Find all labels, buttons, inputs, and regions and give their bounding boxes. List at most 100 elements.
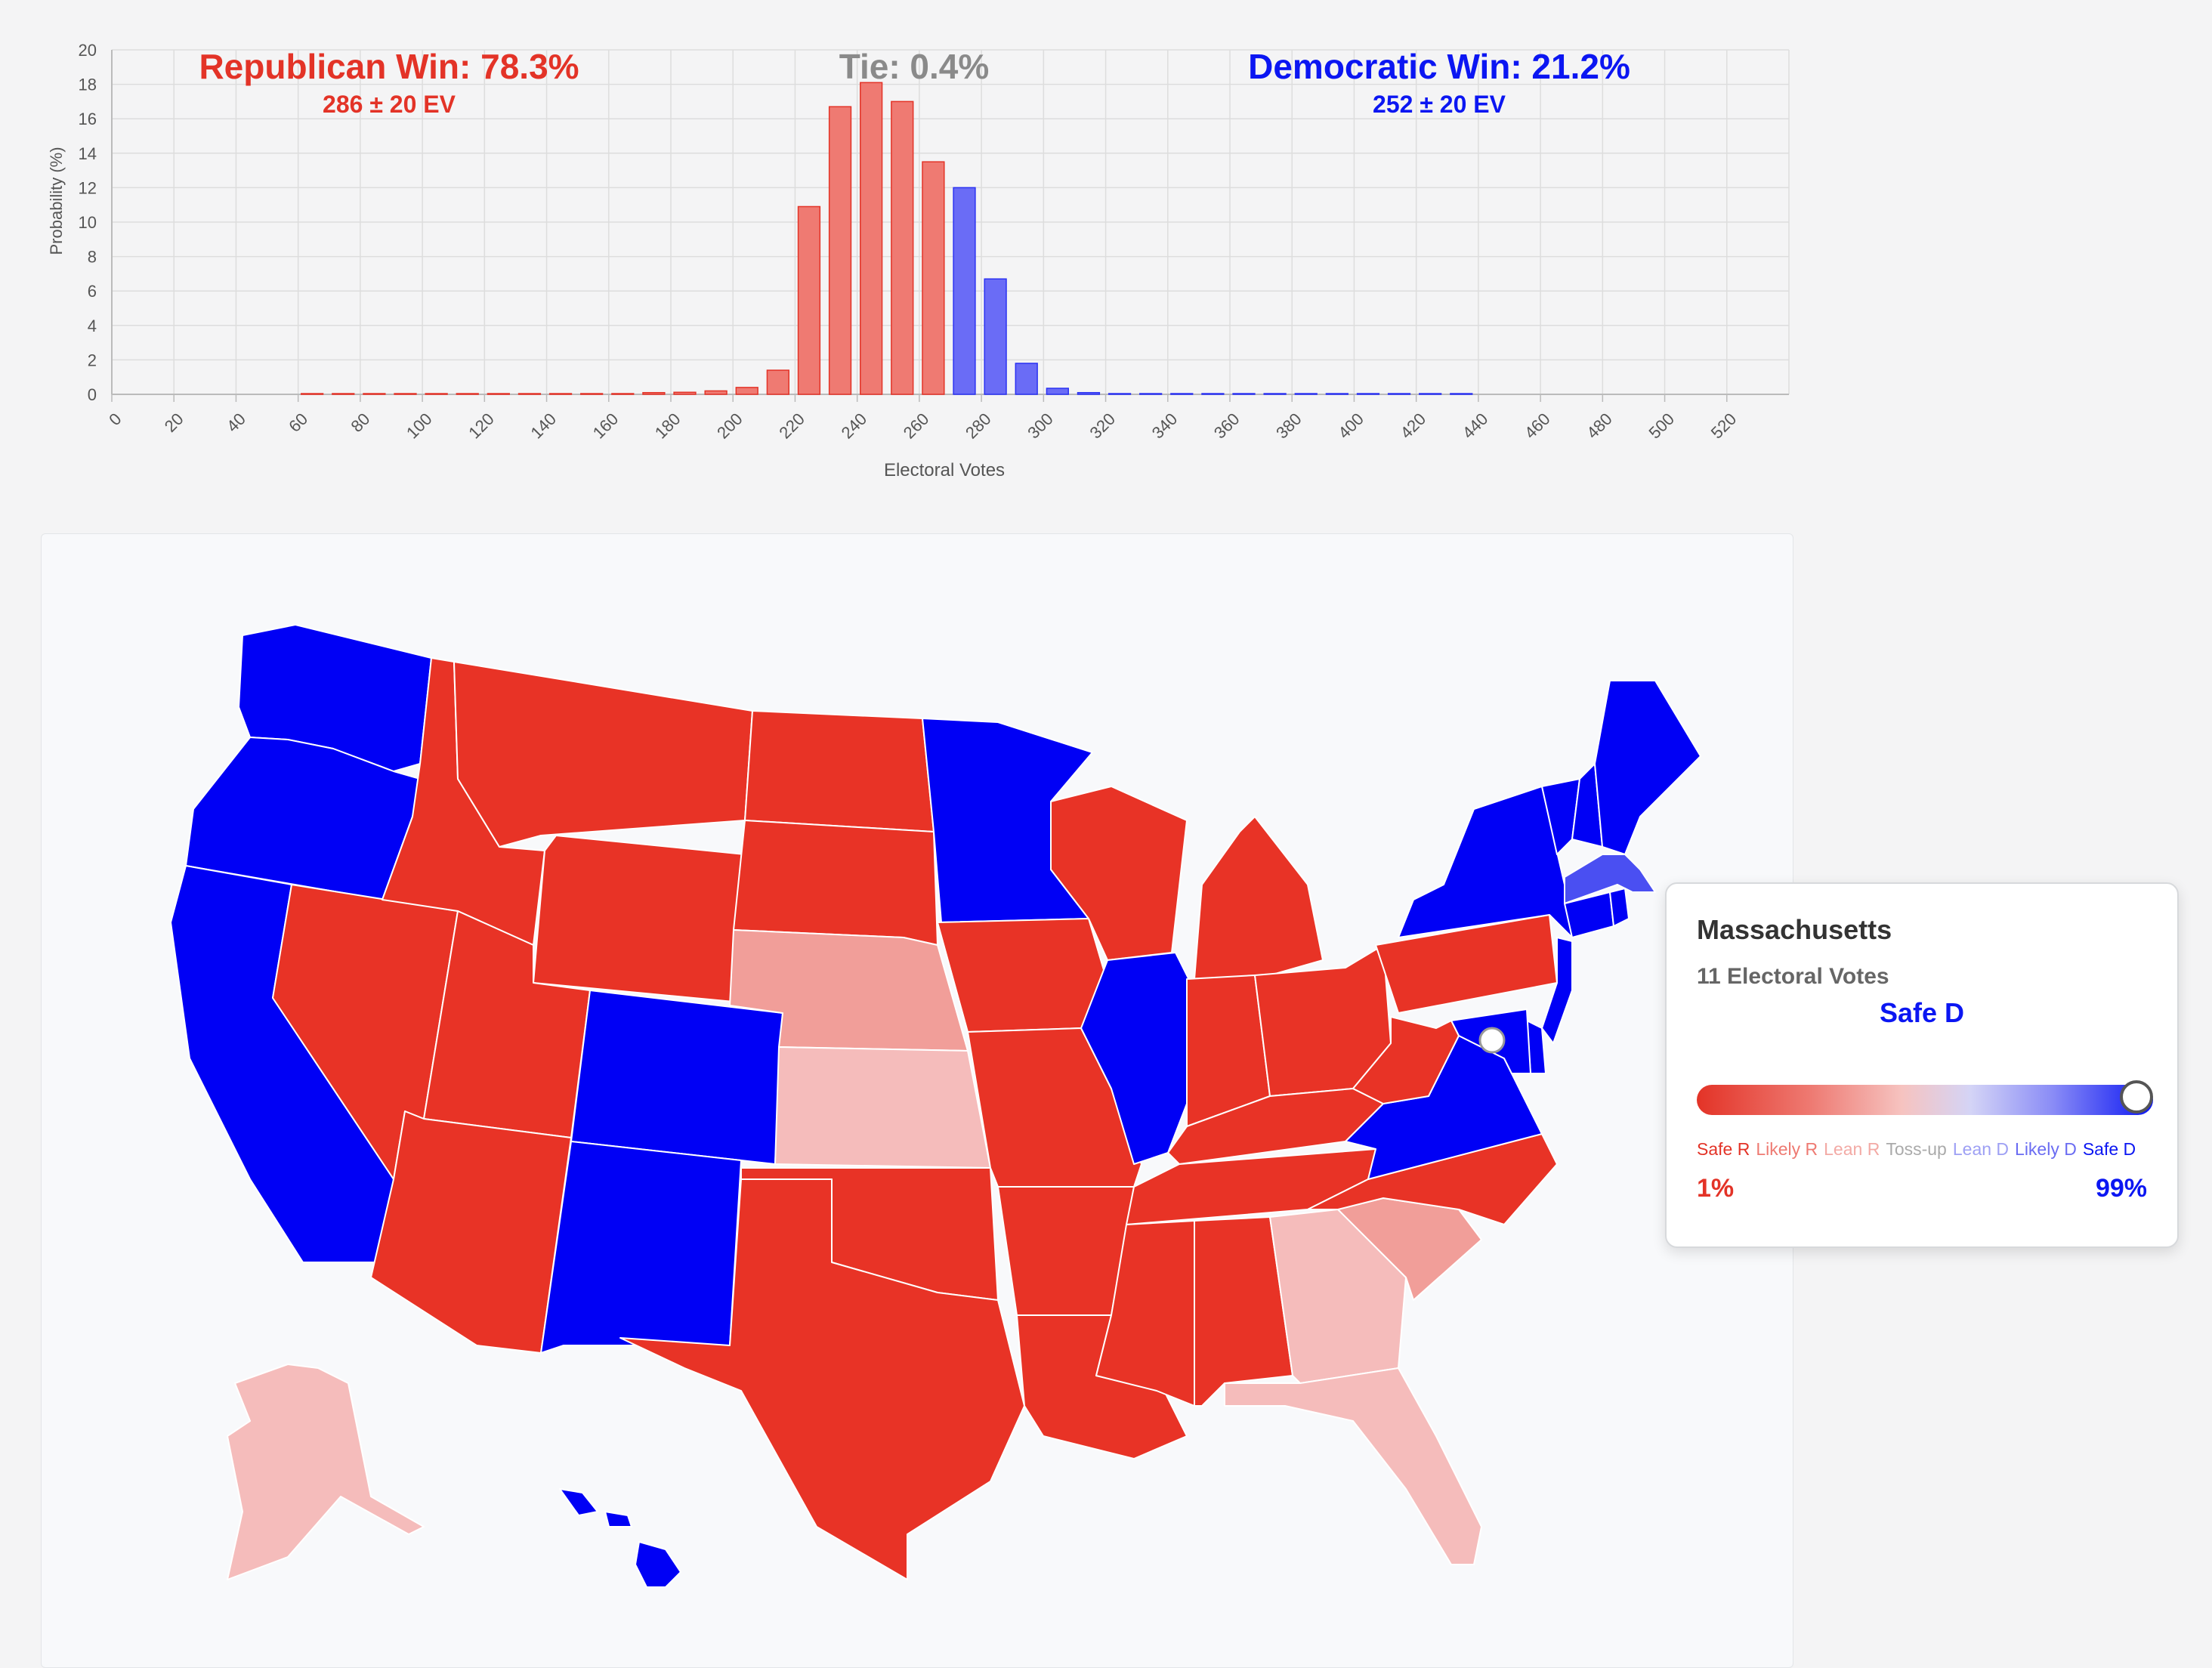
x-tick-label: 440 <box>1459 409 1492 443</box>
scale-label: Likely D <box>2015 1139 2077 1159</box>
tooltip-state-name: Massachusetts <box>1697 914 1892 945</box>
y-tick-label: 4 <box>88 317 97 335</box>
state-HI-3[interactable] <box>604 1511 632 1527</box>
state-SD[interactable] <box>733 820 938 946</box>
scale-label: Safe D <box>2082 1139 2136 1159</box>
x-tick-label: 20 <box>161 409 187 436</box>
x-tick-label: 0 <box>105 409 125 429</box>
scale-label: Safe R <box>1697 1139 1750 1159</box>
x-tick-label: 40 <box>223 409 249 436</box>
y-tick-label: 6 <box>88 282 97 301</box>
histogram-bar <box>1046 388 1069 395</box>
tie-probability: Tie: 0.4% <box>839 47 990 86</box>
y-tick-label: 18 <box>79 76 97 94</box>
x-tick-label: 200 <box>713 409 746 443</box>
y-tick-label: 0 <box>88 385 97 404</box>
tooltip-electoral-votes: 11 Electoral Votes <box>1697 964 1889 989</box>
scale-label: Lean D <box>1952 1139 2010 1159</box>
histogram-bar <box>735 387 758 395</box>
x-tick-label: 400 <box>1334 409 1367 443</box>
histogram-bar <box>1077 391 1101 395</box>
state-RI[interactable] <box>1609 888 1630 927</box>
state-HI-2[interactable] <box>559 1488 598 1516</box>
scale-label: Likely R <box>1756 1139 1818 1159</box>
y-tick-label: 10 <box>79 213 97 232</box>
x-tick-label: 520 <box>1707 409 1741 443</box>
rating-gradient-bar <box>1697 1080 2153 1115</box>
state-IA[interactable] <box>937 918 1108 1033</box>
x-tick-label: 380 <box>1272 409 1305 443</box>
x-axis-title: Electoral Votes <box>884 460 1005 480</box>
state-HI[interactable] <box>635 1541 681 1588</box>
y-tick-label: 20 <box>79 41 97 60</box>
y-tick-label: 14 <box>79 144 97 163</box>
democratic-summary: Democratic Win: 21.2% 252 ± 20 EV <box>1224 47 1654 119</box>
state-NY[interactable] <box>1398 786 1573 938</box>
state-KS[interactable] <box>774 1046 991 1169</box>
state-AK[interactable] <box>227 1364 425 1580</box>
democratic-win-probability: Democratic Win: 21.2% <box>1248 47 1630 86</box>
x-tick-label: 500 <box>1645 409 1678 443</box>
histogram-bar <box>1015 363 1038 395</box>
x-tick-label: 280 <box>962 409 995 443</box>
x-tick-label: 460 <box>1521 409 1554 443</box>
tie-summary: Tie: 0.4% <box>823 47 1005 86</box>
x-tick-label: 420 <box>1397 409 1430 443</box>
y-tick-label: 2 <box>88 351 97 369</box>
x-tick-label: 480 <box>1583 409 1616 443</box>
x-tick-label: 340 <box>1148 409 1182 443</box>
histogram-bar <box>984 278 1007 395</box>
histogram-bar <box>953 187 976 395</box>
histogram-bar <box>797 205 821 395</box>
state-tooltip: Massachusetts 11 Electoral Votes Safe D … <box>1665 882 2179 1248</box>
republican-win-probability: Republican Win: 78.3% <box>199 47 579 86</box>
ev-distribution-chart: 0 2 4 6 8 10 12 14 16 18 20 0 20 40 60 80 100 120 140 160 18… <box>0 0 1813 499</box>
state-ND[interactable] <box>744 710 935 832</box>
x-tick-label: 140 <box>527 409 560 443</box>
x-tick-label: 320 <box>1086 409 1119 443</box>
us-map-panel <box>41 533 1793 1668</box>
x-tick-label: 100 <box>403 409 436 443</box>
rating-indicator-knob <box>2120 1080 2153 1114</box>
y-axis-title: Probability (%) <box>47 147 66 255</box>
state-NM[interactable] <box>540 1141 742 1354</box>
democratic-ev-estimate: 252 ± 20 EV <box>1373 91 1506 118</box>
y-tick-label: 8 <box>88 248 97 267</box>
histogram-bar <box>704 390 728 395</box>
histogram-bar <box>922 161 945 395</box>
tooltip-high-percent: 99% <box>2095 1174 2147 1203</box>
x-tick-label: 240 <box>838 409 871 443</box>
histogram-bar <box>860 82 883 395</box>
tooltip-low-percent: 1% <box>1697 1174 1735 1203</box>
x-tick-label: 80 <box>347 409 373 436</box>
x-tick-label: 160 <box>589 409 623 443</box>
state-AZ[interactable] <box>370 1110 572 1354</box>
republican-ev-estimate: 286 ± 20 EV <box>323 91 456 118</box>
republican-summary: Republican Win: 78.3% 286 ± 20 EV <box>189 47 589 119</box>
us-electoral-map[interactable] <box>42 534 1793 1667</box>
scale-label: Toss-up <box>1886 1139 1947 1159</box>
state-MI[interactable] <box>1194 816 1324 980</box>
x-tick-label: 360 <box>1210 409 1243 443</box>
x-tick-label: 220 <box>775 409 808 443</box>
state-NJ[interactable] <box>1541 937 1573 1044</box>
tooltip-rating: Safe D <box>1879 997 1965 1028</box>
state-MT[interactable] <box>453 661 753 848</box>
state-MA[interactable] <box>1564 854 1656 904</box>
x-tick-label: 180 <box>651 409 684 443</box>
scale-label: Lean R <box>1824 1139 1880 1159</box>
y-tick-label: 16 <box>79 110 97 128</box>
state-ME[interactable] <box>1594 680 1701 855</box>
state-FL[interactable] <box>1224 1367 1482 1565</box>
state-TX[interactable] <box>619 1178 1025 1580</box>
state-CO[interactable] <box>570 990 783 1165</box>
rating-scale-labels: Safe R Likely R Lean R Toss-up Lean D Likely … <box>1697 1139 2165 1160</box>
histogram-bar <box>891 100 914 395</box>
y-tick-label: 12 <box>79 178 97 197</box>
state-WY[interactable] <box>533 835 746 1002</box>
state-AR[interactable] <box>997 1186 1135 1316</box>
dc-marker-icon <box>1478 1027 1506 1054</box>
x-tick-label: 60 <box>285 409 311 436</box>
x-tick-label: 260 <box>900 409 933 443</box>
histogram-bar <box>673 391 697 395</box>
